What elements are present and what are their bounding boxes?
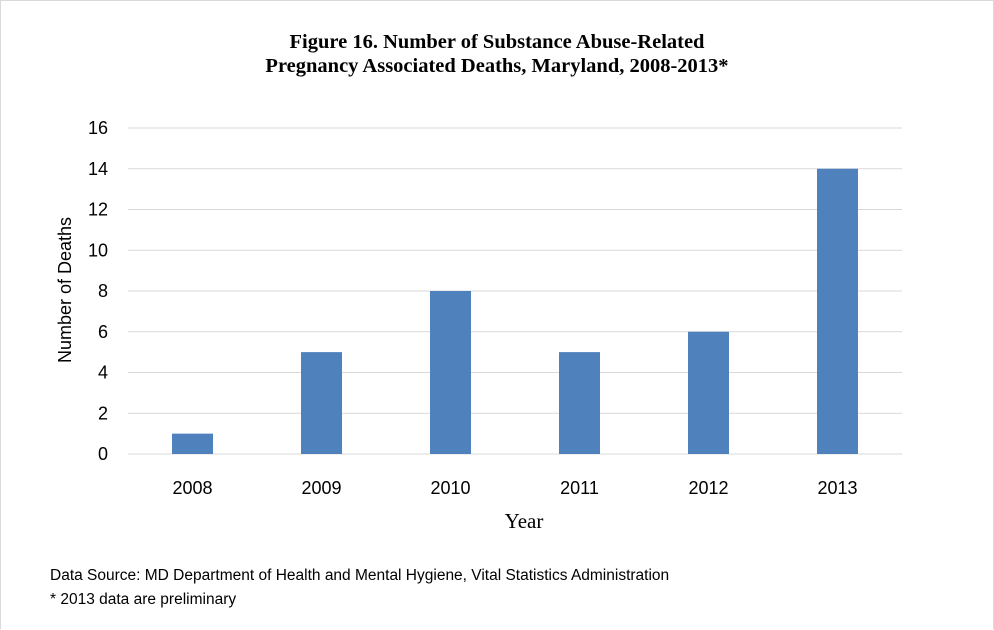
y-tick-label: 14	[88, 159, 108, 179]
y-tick-label: 4	[98, 363, 108, 383]
x-tick-label: 2010	[430, 478, 470, 498]
chart-title-line-1: Figure 16. Number of Substance Abuse-Rel…	[289, 31, 705, 53]
y-tick-label: 0	[98, 444, 108, 464]
y-tick-label: 6	[98, 322, 108, 342]
x-tick-label: 2009	[301, 478, 341, 498]
bar-2013	[817, 168, 858, 454]
data-source-note: Data Source: MD Department of Health and…	[50, 567, 670, 584]
bar-2012	[688, 331, 729, 454]
bar-2009	[301, 352, 342, 454]
x-axis-label: Year	[505, 509, 544, 533]
y-tick-label: 2	[98, 403, 108, 423]
x-tick-label: 2008	[172, 478, 212, 498]
x-tick-label: 2012	[688, 478, 728, 498]
x-tick-label: 2011	[560, 478, 599, 498]
bars	[172, 168, 858, 454]
bar-2008	[172, 433, 213, 454]
y-axis-label: Number of Deaths	[55, 217, 75, 363]
x-tick-label: 2013	[817, 478, 857, 498]
bar-2010	[430, 291, 471, 454]
gridlines	[128, 127, 902, 455]
chart-title-line-2: Pregnancy Associated Deaths, Maryland, 2…	[265, 55, 729, 77]
y-axis-tick-labels: 0 2 4 6 8 10 12 14 16	[88, 118, 108, 464]
bar-2011	[559, 352, 600, 454]
y-tick-label: 10	[88, 240, 108, 260]
preliminary-data-note: * 2013 data are preliminary	[50, 591, 237, 608]
y-tick-label: 8	[98, 281, 108, 301]
x-axis-tick-labels: 2008 2009 2010 2011 2012 2013	[172, 478, 857, 498]
y-tick-label: 16	[88, 118, 108, 138]
y-tick-label: 12	[88, 200, 108, 220]
